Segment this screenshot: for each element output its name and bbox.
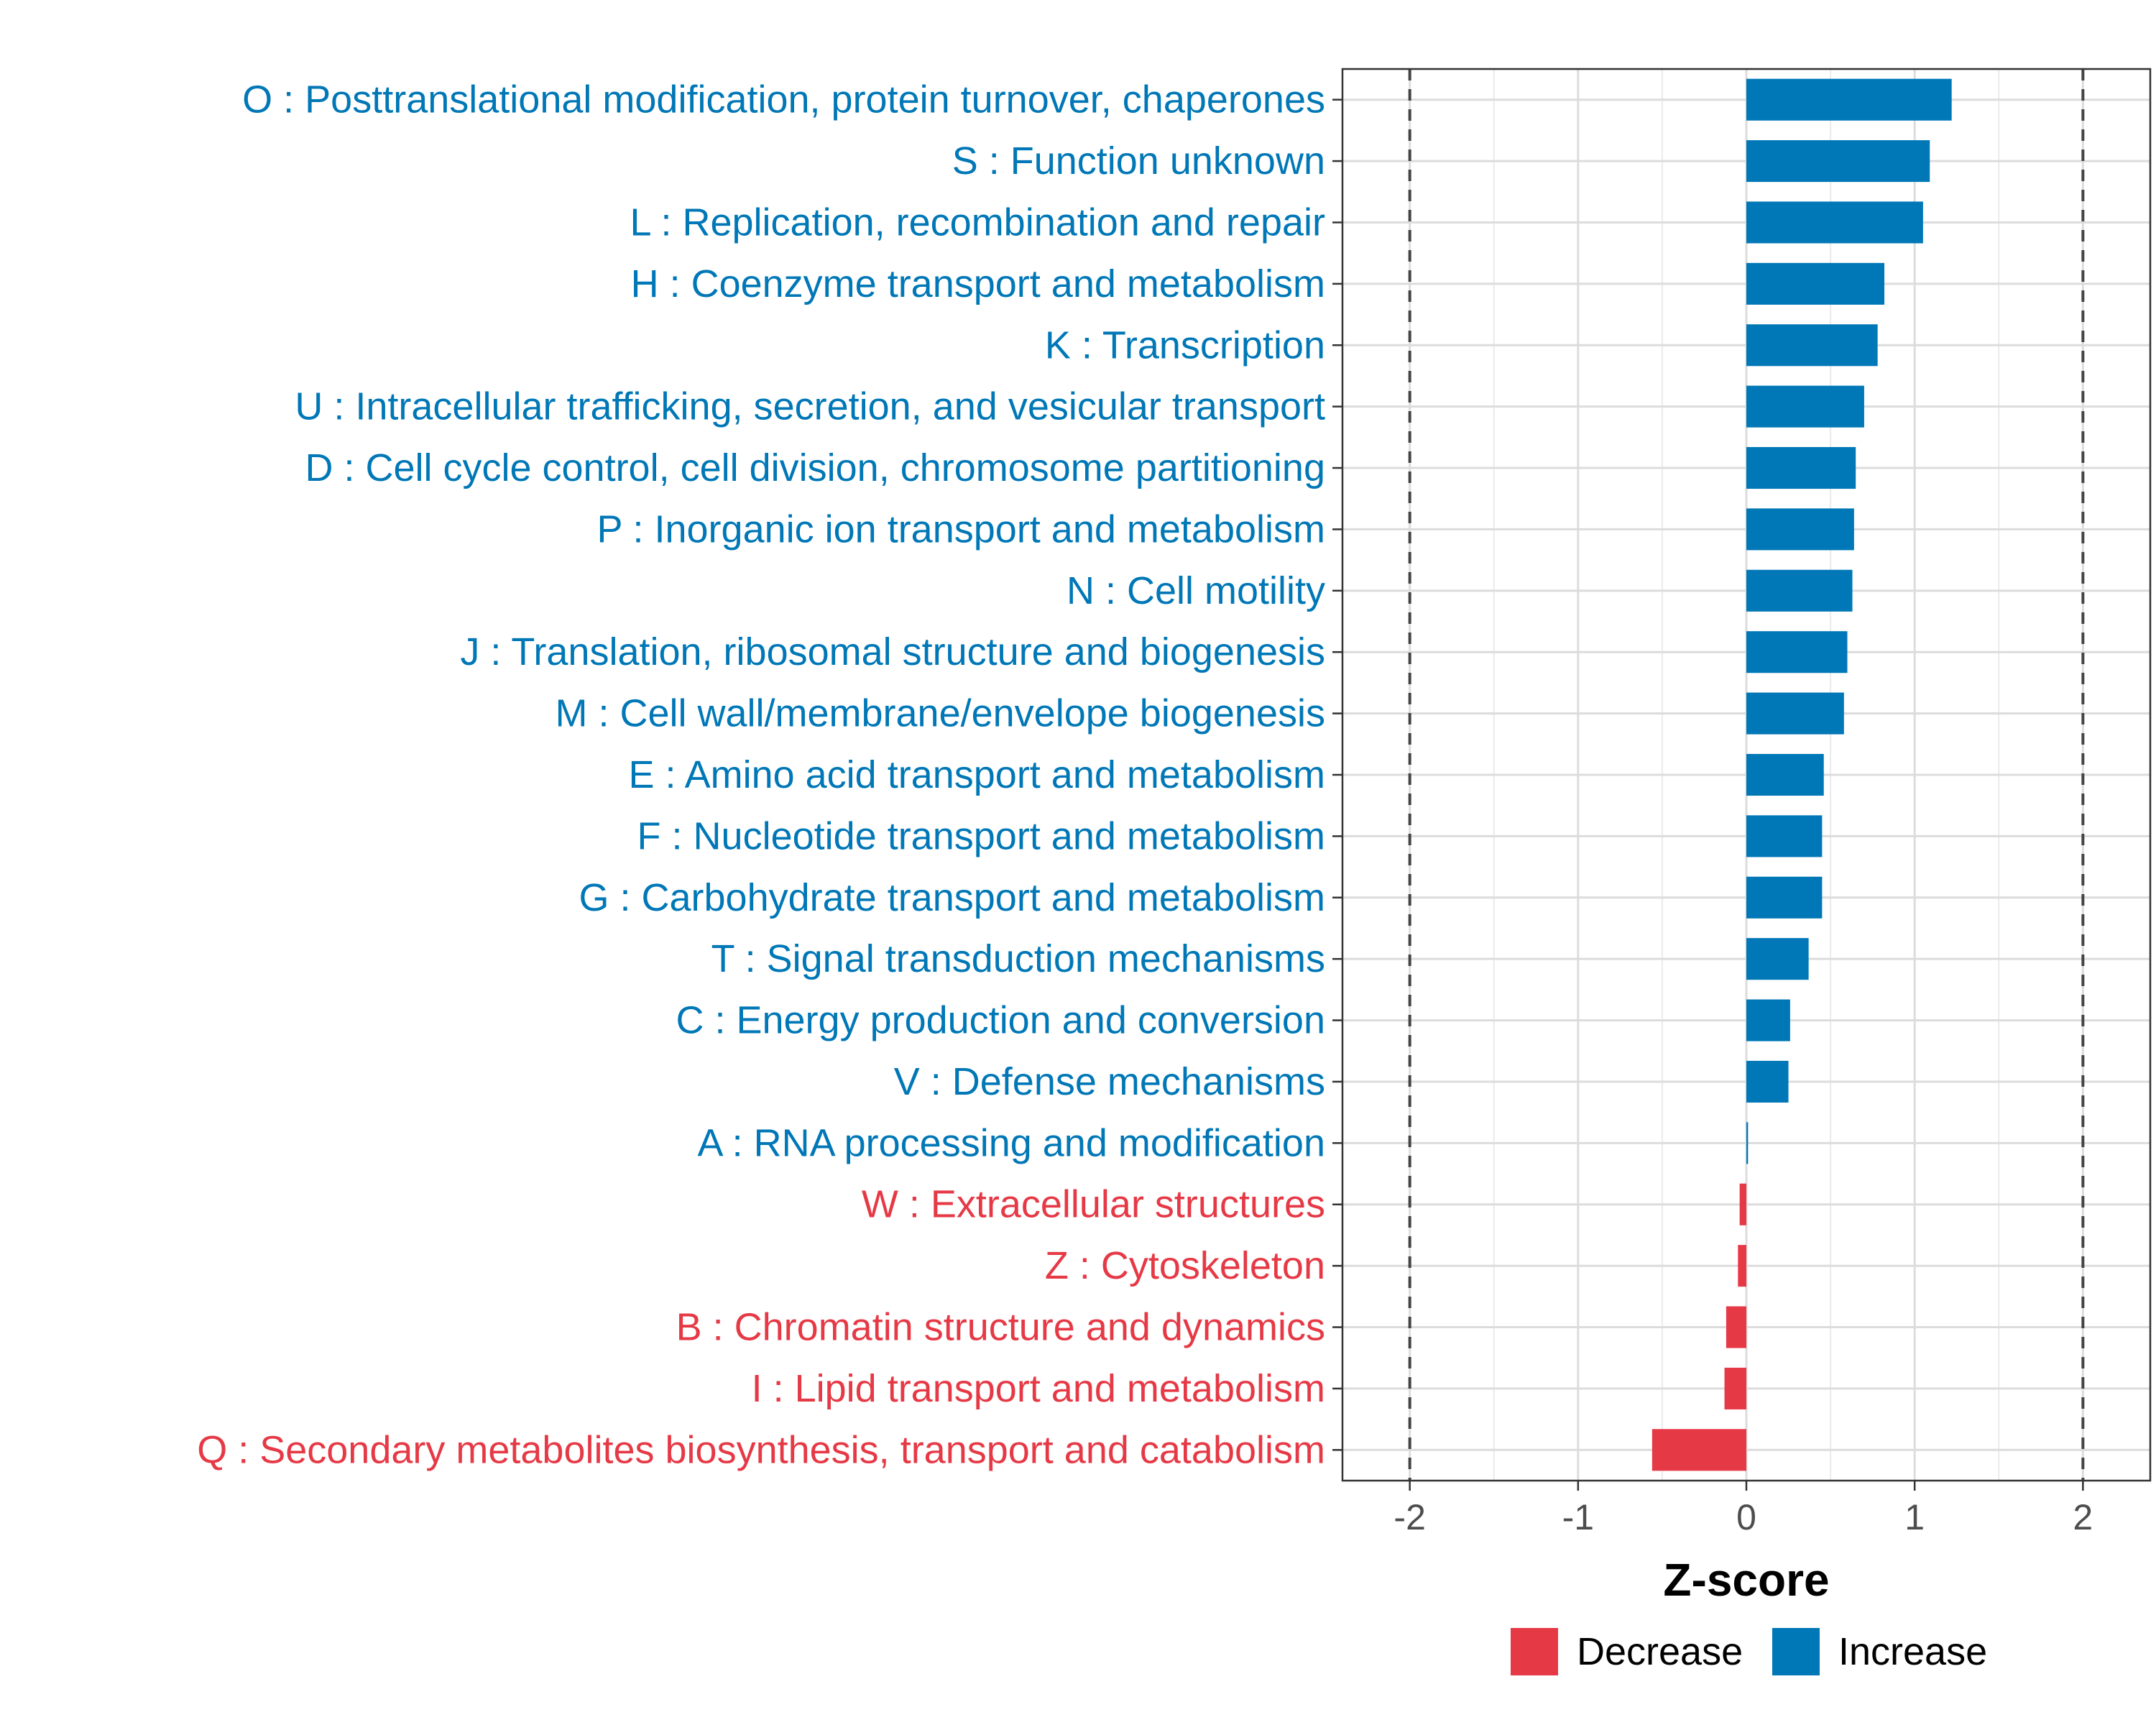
bar [1746, 508, 1854, 551]
bar [1746, 262, 1885, 305]
bar [1726, 1306, 1746, 1348]
category-label: G : Carbohydrate transport and metabolis… [579, 876, 1326, 919]
category-label: B : Chromatin structure and dynamics [676, 1306, 1325, 1349]
bar [1746, 938, 1809, 980]
category-label: L : Replication, recombination and repai… [630, 201, 1325, 244]
x-tick-label: -1 [1562, 1497, 1594, 1537]
category-label: H : Coenzyme transport and metabolism [631, 262, 1325, 305]
category-label: D : Cell cycle control, cell division, c… [305, 446, 1325, 489]
bar [1739, 1183, 1746, 1225]
x-tick-label: 0 [1736, 1497, 1756, 1537]
bar [1738, 1245, 1746, 1287]
category-label: S : Function unknown [952, 139, 1325, 183]
category-label: N : Cell motility [1067, 569, 1325, 612]
category-label: J : Translation, ribosomal structure and… [460, 630, 1325, 673]
category-label: I : Lipid transport and metabolism [752, 1367, 1325, 1410]
category-label: C : Energy production and conversion [676, 999, 1325, 1042]
category-label: A : RNA processing and modification [698, 1121, 1325, 1164]
bar [1651, 1429, 1746, 1471]
x-axis-title: Z-score [1663, 1554, 1829, 1606]
legend-label-decrease: Decrease [1577, 1630, 1743, 1673]
category-label: P : Inorganic ion transport and metaboli… [596, 507, 1325, 551]
bar [1746, 815, 1823, 857]
category-label: E : Amino acid transport and metabolism [629, 753, 1325, 796]
category-label: M : Cell wall/membrane/envelope biogenes… [555, 692, 1325, 735]
bars [1651, 78, 1952, 1471]
bar [1746, 385, 1864, 428]
y-axis: O : Posttranslational modification, prot… [197, 78, 1342, 1471]
category-label: O : Posttranslational modification, prot… [242, 78, 1325, 121]
bar [1746, 876, 1823, 919]
x-axis: -2 -1 0 1 2 [1393, 1481, 2093, 1537]
bar [1746, 140, 1930, 183]
category-label: U : Intracellular trafficking, secretion… [295, 385, 1325, 428]
category-label: F : Nucleotide transport and metabolism [637, 814, 1325, 857]
legend: Decrease Increase [1511, 1628, 1987, 1675]
bar [1746, 569, 1853, 612]
bar [1746, 753, 1824, 796]
category-label: Q : Secondary metabolites biosynthesis, … [197, 1428, 1325, 1471]
bar [1746, 78, 1952, 121]
category-label: K : Transcription [1045, 323, 1325, 367]
bar [1746, 692, 1844, 735]
x-tick-label: 2 [2073, 1497, 2093, 1537]
bar [1724, 1367, 1746, 1409]
bar [1746, 631, 1848, 673]
legend-label-increase: Increase [1838, 1630, 1987, 1673]
category-label: T : Signal transduction mechanisms [711, 937, 1325, 980]
bar [1746, 324, 1878, 367]
bar [1746, 999, 1790, 1041]
category-label: W : Extracellular structures [862, 1183, 1325, 1226]
category-label: Z : Cytoskeleton [1045, 1244, 1325, 1287]
x-tick-label: -2 [1393, 1497, 1425, 1537]
bar [1746, 1060, 1789, 1103]
legend-swatch-decrease [1511, 1628, 1558, 1675]
bar [1746, 447, 1856, 489]
legend-swatch-increase [1772, 1628, 1820, 1675]
x-tick-label: 1 [1904, 1497, 1925, 1537]
reference-lines [1408, 69, 2085, 1481]
bar [1746, 1122, 1749, 1164]
category-label: V : Defense mechanisms [894, 1060, 1325, 1103]
bar [1746, 201, 1923, 244]
